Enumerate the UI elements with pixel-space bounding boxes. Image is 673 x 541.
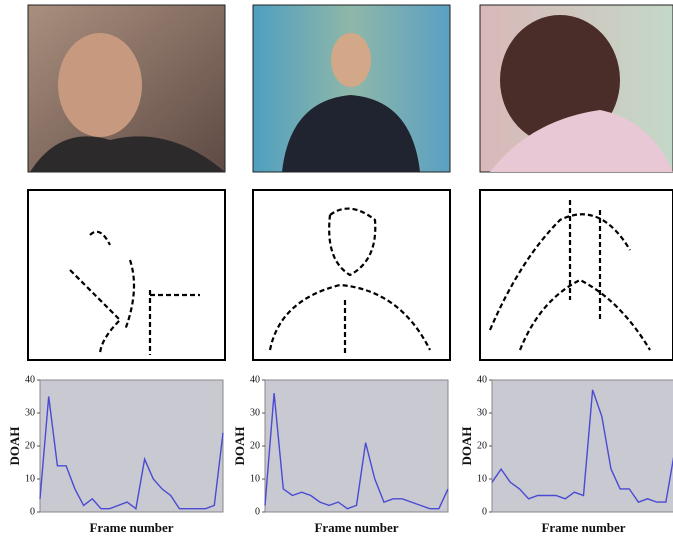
plot-area [492, 380, 673, 512]
y-axis-label: DOAH [459, 427, 474, 466]
x-axis-label: Frame number [89, 520, 173, 535]
face [58, 33, 142, 137]
y-tick-label: 0 [482, 506, 487, 517]
y-tick-label: 10 [250, 473, 260, 484]
y-tick-label: 20 [477, 440, 487, 451]
plot-area [265, 380, 448, 512]
y-tick-label: 10 [25, 473, 35, 484]
photo-row [28, 5, 673, 172]
x-axis-label: Frame number [541, 520, 625, 535]
figure: 0 10 20 30 40 DOAH Frame number 0 10 20 30 40 DOAH Fr… [0, 0, 673, 541]
x-axis-label: Frame number [314, 520, 398, 535]
y-axis-label: DOAH [232, 427, 247, 466]
y-tick-label: 0 [255, 506, 260, 517]
y-tick-label: 0 [30, 506, 35, 517]
edge-map [28, 190, 225, 360]
y-tick-label: 30 [477, 407, 487, 418]
y-tick-label: 40 [250, 374, 260, 385]
y-axis-label: DOAH [7, 427, 22, 466]
face [331, 33, 371, 87]
y-tick-label: 30 [250, 407, 260, 418]
plot-area [40, 380, 223, 512]
y-tick-label: 40 [477, 374, 487, 385]
edge-row [28, 190, 673, 360]
y-tick-label: 20 [250, 440, 260, 451]
y-tick-label: 10 [477, 473, 487, 484]
y-tick-label: 40 [25, 374, 35, 385]
y-tick-label: 20 [25, 440, 35, 451]
y-tick-label: 30 [25, 407, 35, 418]
